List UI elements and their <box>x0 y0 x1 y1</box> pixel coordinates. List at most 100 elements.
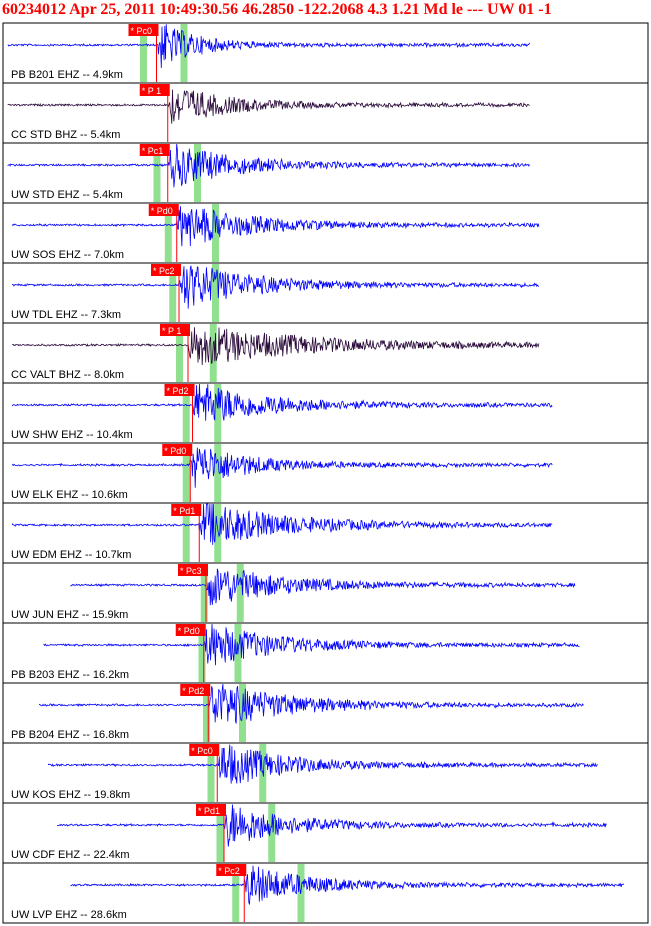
station-label: UW CDF EHZ -- 22.4km <box>11 849 130 861</box>
trace-frame <box>2 622 649 684</box>
trace-row: * Pd0 PB B203 EHZ -- 16.2km <box>2 622 649 684</box>
pick-label: * Pc2 <box>218 866 240 876</box>
trace-row: * Pd1 UW EDM EHZ -- 10.7km <box>2 502 649 564</box>
pick-flag <box>162 444 193 456</box>
pick-label: * Pc0 <box>191 746 213 756</box>
pick-window <box>209 324 217 382</box>
waveform-line <box>7 24 530 69</box>
station-label: UW KOS EHZ -- 19.8km <box>11 789 130 801</box>
pick-label: * Pd1 <box>173 506 195 516</box>
pick-window <box>194 144 201 202</box>
waveform-line <box>12 206 540 247</box>
trace-frame <box>2 82 649 144</box>
waveform-line <box>70 568 576 606</box>
station-label: CC VALT BHZ -- 8.0km <box>11 369 124 381</box>
pick-window <box>232 864 240 922</box>
trace-row: * Pc0 UW KOS EHZ -- 19.8km <box>2 742 649 804</box>
pick-flag <box>164 384 195 396</box>
station-label: CC STD BHZ -- 5.4km <box>11 129 120 141</box>
pick-window <box>236 564 244 622</box>
waveform-line <box>12 265 540 309</box>
pick-window <box>182 384 190 442</box>
trace-frame <box>2 22 649 84</box>
pick-window <box>200 564 208 622</box>
trace-frame <box>2 802 649 864</box>
pick-window <box>176 324 183 382</box>
station-label: UW LVP EHZ -- 28.6km <box>11 909 127 921</box>
trace-row: * Pc3 UW JUN EHZ -- 15.9km <box>2 562 649 624</box>
pick-label: * P 1 <box>162 326 181 336</box>
station-label: UW TDL EHZ -- 7.3km <box>11 309 121 321</box>
pick-label: * Pd2 <box>182 686 204 696</box>
trace-row: * Pc2 UW LVP EHZ -- 28.6km <box>2 862 649 924</box>
pick-flag <box>171 504 202 516</box>
waveform-line <box>43 623 580 666</box>
station-label: UW ELK EHZ -- 10.6km <box>11 489 128 501</box>
pick-window <box>153 144 161 202</box>
trace-frame <box>2 202 649 264</box>
pick-window <box>214 384 222 442</box>
pick-window <box>212 264 219 322</box>
pick-flag <box>139 144 170 156</box>
pick-flag <box>139 84 170 96</box>
waveform-line <box>48 744 598 784</box>
pick-label: * Pc2 <box>153 266 175 276</box>
waveform-line <box>70 865 625 905</box>
waveform-line <box>12 447 553 488</box>
station-label: UW EDM EHZ -- 10.7km <box>11 549 131 561</box>
pick-window <box>216 804 224 862</box>
pick-label: * Pc0 <box>131 26 153 36</box>
trace-row: * Pd0 UW ELK EHZ -- 10.6km <box>2 442 649 504</box>
pick-label: * Pd1 <box>198 806 220 816</box>
trace-frame <box>2 382 649 444</box>
waveform-line <box>57 804 607 847</box>
waveform-line <box>39 683 584 724</box>
pick-label: * Pd2 <box>167 386 189 396</box>
pick-window <box>180 24 188 82</box>
pick-window <box>182 444 190 502</box>
pick-label: * Pd0 <box>178 626 200 636</box>
trace-frame <box>2 562 649 624</box>
pick-window <box>140 24 147 82</box>
trace-frame <box>2 262 649 324</box>
pick-window <box>214 504 222 562</box>
trace-frame <box>2 862 649 924</box>
waveform-line <box>12 503 553 545</box>
pick-window <box>169 264 177 322</box>
pick-window <box>214 444 222 502</box>
pick-flag <box>180 684 211 696</box>
pick-flag <box>178 564 208 576</box>
trace-frame <box>2 142 649 204</box>
pick-window <box>203 684 210 742</box>
trace-row: * Pc0 PB B201 EHZ -- 4.9km <box>2 22 649 84</box>
pick-window <box>182 504 190 562</box>
pick-label: * P 1 <box>142 86 161 96</box>
trace-row: * P 1 CC STD BHZ -- 5.4km <box>2 82 649 144</box>
pick-flag <box>151 264 181 276</box>
station-label: UW STD EHZ -- 5.4km <box>11 189 123 201</box>
event-header: 60234012 Apr 25, 2011 10:49:30.56 46.285… <box>2 1 552 18</box>
station-label: PB B204 EHZ -- 16.8km <box>11 729 129 741</box>
trace-row: * Pc2 UW TDL EHZ -- 7.3km <box>2 262 649 324</box>
trace-row: * Pc1 UW STD EHZ -- 5.4km <box>2 142 649 204</box>
trace-row: * Pd1 UW CDF EHZ -- 22.4km <box>2 802 649 864</box>
station-label: PB B203 EHZ -- 16.2km <box>11 669 129 681</box>
trace-frame <box>2 442 649 504</box>
waveform-line <box>12 327 540 366</box>
pick-flag <box>175 624 206 636</box>
pick-flag <box>189 744 220 756</box>
trace-frame <box>2 742 649 804</box>
station-label: UW JUN EHZ -- 15.9km <box>11 609 128 621</box>
pick-label: * Pc3 <box>180 566 202 576</box>
trace-frame <box>2 682 649 744</box>
pick-flag <box>196 804 226 816</box>
station-label: PB B201 EHZ -- 4.9km <box>11 69 123 81</box>
pick-flag <box>128 24 159 36</box>
trace-stack: * Pc0 PB B201 EHZ -- 4.9km * P 1 CC STD BHZ… <box>2 22 649 924</box>
waveform-line <box>7 143 530 188</box>
pick-label: * Pd0 <box>151 206 173 216</box>
pick-flag <box>148 204 179 216</box>
pick-label: * Pd0 <box>164 446 186 456</box>
trace-row: * Pd2 PB B204 EHZ -- 16.8km <box>2 682 649 744</box>
pick-window <box>212 204 219 262</box>
